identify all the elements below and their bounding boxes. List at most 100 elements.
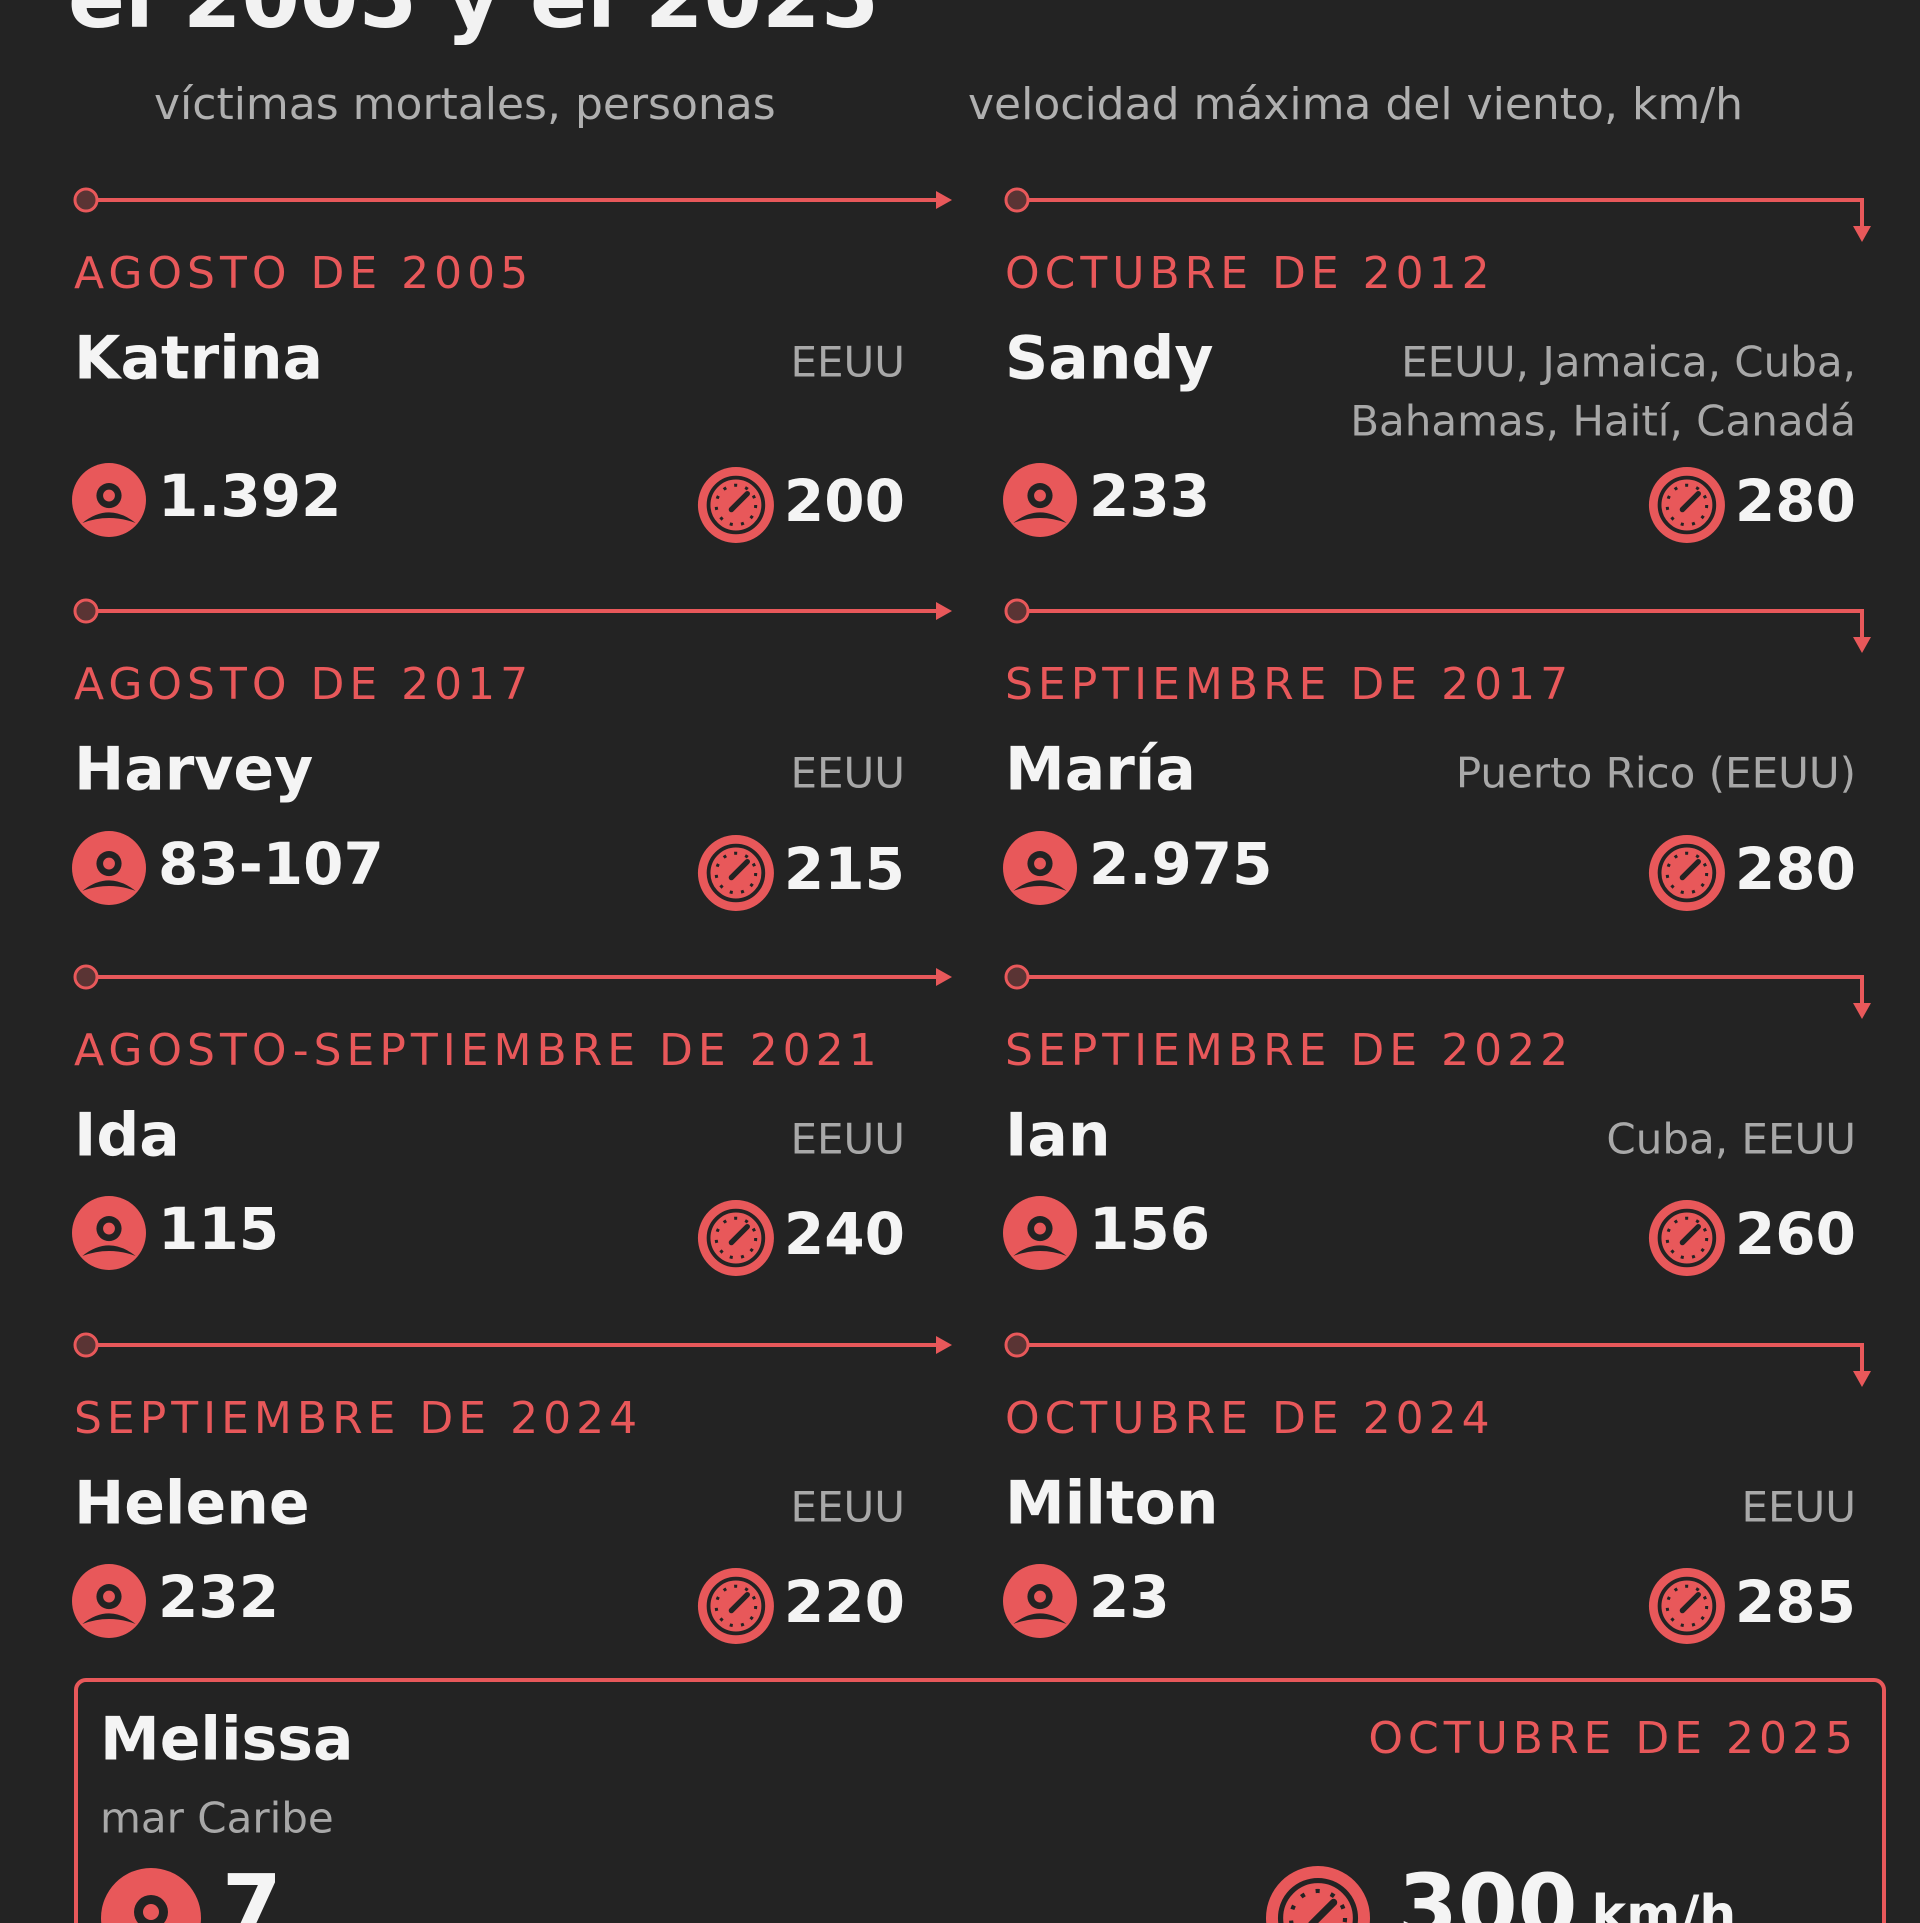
deaths: 115 (158, 1195, 279, 1263)
timeline-line (1029, 609, 1864, 643)
wind-icon (697, 835, 774, 911)
timeline-dot (1004, 964, 1030, 990)
person-icon (1003, 1196, 1077, 1270)
icon-ticks (714, 851, 758, 895)
wind-icon (1648, 1200, 1725, 1276)
timeline-dot (73, 964, 99, 990)
countries: Cuba, EEUU (1606, 1115, 1856, 1164)
wind-icon (1266, 1866, 1370, 1923)
title: el 2005 y el 2025 (68, 0, 879, 47)
icon-ticks (1665, 851, 1709, 895)
timeline-dot (73, 187, 99, 213)
icon-body (82, 1613, 136, 1624)
person-icon (72, 1564, 146, 1638)
legend-wind: velocidad máxima del viento, km/h (968, 79, 1743, 130)
timeline-arrow (936, 602, 952, 620)
icon-head-inner (1034, 1222, 1046, 1235)
hurricane-name: Sandy (1005, 324, 1213, 394)
icon-needle (728, 490, 750, 513)
icon-head-inner (143, 1904, 159, 1920)
icon-head-inner (1034, 857, 1046, 870)
icon-head-inner (1034, 1590, 1046, 1603)
countries: EEUU (790, 1115, 905, 1164)
wind-icon (697, 1568, 774, 1644)
countries: EEUU, Jamaica, Cuba, (1401, 338, 1856, 387)
event-date: AGOSTO-SEPTIEMBRE DE 2021 (74, 1025, 882, 1076)
person-icon (101, 1868, 201, 1923)
wind-icon (1648, 835, 1725, 911)
deaths: 1.392 (158, 462, 341, 530)
wind-speed: 240 (784, 1200, 905, 1268)
person-icon (1003, 463, 1077, 537)
icon-head-inner (103, 1222, 115, 1235)
countries: EEUU (790, 1483, 905, 1532)
timeline-line (1029, 975, 1864, 1009)
person-icon (72, 463, 146, 537)
deaths: 233 (1089, 462, 1210, 530)
icon-ring (1657, 1208, 1717, 1268)
icon-body (82, 512, 136, 523)
icon-ring (706, 1208, 766, 1268)
icon-ticks (714, 483, 758, 527)
icon-ring (706, 843, 766, 903)
countries: Puerto Rico (EEUU) (1456, 749, 1856, 798)
icon-ticks (1665, 1584, 1709, 1628)
wind-speed: 280 (1735, 467, 1856, 535)
hurricane-name: Ida (74, 1101, 180, 1171)
icon-ticks (714, 1216, 758, 1260)
wind-icon (1648, 1568, 1725, 1644)
timeline-dot (1004, 1332, 1030, 1358)
icon-ring (1657, 475, 1717, 535)
deaths: 156 (1089, 1195, 1210, 1263)
legend-deaths: víctimas mortales, personas (154, 79, 776, 130)
icon-ticks (714, 1584, 758, 1628)
icon-ticks (1665, 1216, 1709, 1260)
featured-date: OCTUBRE DE 2025 (1368, 1713, 1858, 1764)
icon-needle (1679, 1591, 1701, 1614)
featured-deaths: 7 (222, 1856, 282, 1923)
icon-ring (706, 475, 766, 535)
wind-speed: 215 (784, 835, 905, 903)
person-icon (72, 1196, 146, 1270)
person-icon (1003, 831, 1077, 905)
timeline-line (1029, 1343, 1864, 1377)
countries: Bahamas, Haití, Canadá (1350, 397, 1856, 446)
icon-body (1013, 1245, 1067, 1256)
deaths: 232 (158, 1563, 279, 1631)
hurricane-name: Milton (1005, 1469, 1218, 1539)
wind-speed: 260 (1735, 1200, 1856, 1268)
icon-ticks (1288, 1888, 1348, 1923)
timeline-line (1029, 198, 1864, 232)
featured-place: mar Caribe (100, 1794, 334, 1843)
icon-body (82, 1245, 136, 1256)
hurricane-name: María (1005, 735, 1196, 805)
event-date: AGOSTO DE 2005 (74, 248, 533, 299)
timeline-arrow (1853, 1371, 1871, 1387)
countries: EEUU (1741, 1483, 1856, 1532)
timeline-dot (73, 598, 99, 624)
icon-head-inner (1034, 489, 1046, 502)
icon-body (1013, 512, 1067, 523)
icon-ticks (1665, 483, 1709, 527)
event-date: OCTUBRE DE 2024 (1005, 1393, 1495, 1444)
deaths: 2.975 (1089, 830, 1272, 898)
icon-needle (1308, 1898, 1338, 1923)
deaths: 23 (1089, 1563, 1170, 1631)
wind-icon (1648, 467, 1725, 543)
featured-name: Melissa (100, 1705, 353, 1775)
icon-head-inner (103, 857, 115, 870)
hurricane-name: Ian (1005, 1101, 1111, 1171)
icon-ring (1657, 1576, 1717, 1636)
timeline-arrow (936, 191, 952, 209)
person-icon (1003, 1564, 1077, 1638)
icon-ring (1657, 843, 1717, 903)
timeline-dot (1004, 598, 1030, 624)
event-date: SEPTIEMBRE DE 2022 (1005, 1025, 1573, 1076)
wind-speed: 280 (1735, 835, 1856, 903)
event-date: AGOSTO DE 2017 (74, 659, 533, 710)
countries: EEUU (790, 749, 905, 798)
wind-speed: 285 (1735, 1568, 1856, 1636)
countries: EEUU (790, 338, 905, 387)
